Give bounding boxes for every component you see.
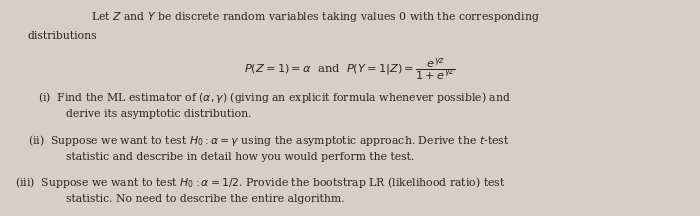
Text: distributions: distributions [28, 31, 97, 41]
Text: (ii)  Suppose we want to test $H_0 : \alpha = \gamma$ using the asymptotic appro: (ii) Suppose we want to test $H_0 : \alp… [28, 133, 510, 148]
Text: $P(Z=1)=\alpha$  and  $P(Y=1|Z)=\dfrac{e^{\gamma z}}{1+e^{\gamma z}}$: $P(Z=1)=\alpha$ and $P(Y=1|Z)=\dfrac{e^{… [244, 56, 456, 82]
Text: (iii)  Suppose we want to test $H_0 : \alpha = 1/2$. Provide the bootstrap LR (l: (iii) Suppose we want to test $H_0 : \al… [15, 175, 506, 190]
Text: statistic and describe in detail how you would perform the test.: statistic and describe in detail how you… [66, 152, 414, 162]
Text: (i)  Find the ML estimator of $(\alpha, \gamma)$ (giving an explicit formula whe: (i) Find the ML estimator of $(\alpha, \… [38, 90, 512, 105]
Text: derive its asymptotic distribution.: derive its asymptotic distribution. [66, 109, 252, 119]
Text: Let $Z$ and $Y$ be discrete random variables taking values 0 with the correspond: Let $Z$ and $Y$ be discrete random varia… [91, 10, 540, 24]
Text: statistic. No need to describe the entire algorithm.: statistic. No need to describe the entir… [66, 194, 345, 204]
